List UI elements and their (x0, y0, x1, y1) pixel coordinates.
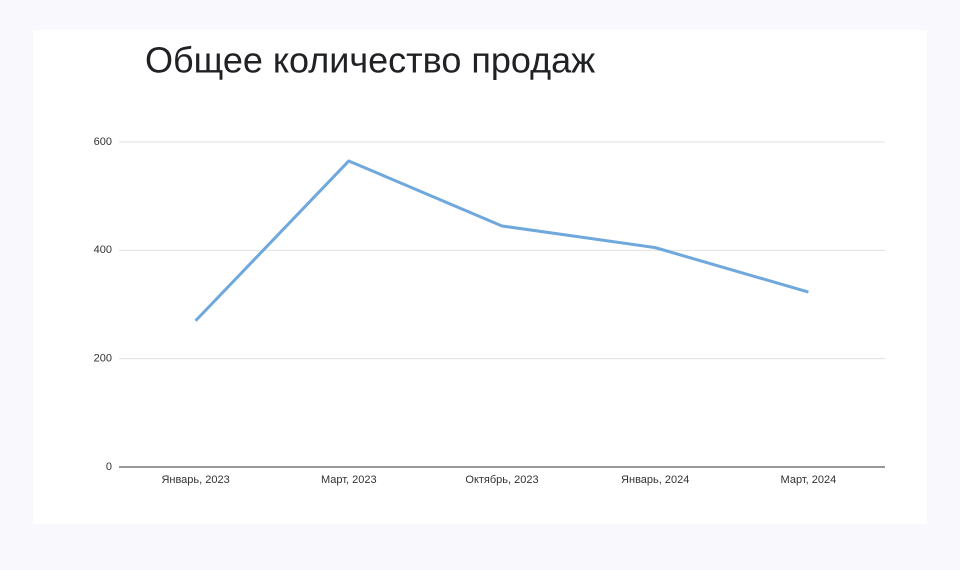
x-tick-label: Март, 2024 (781, 474, 837, 486)
line-series (194, 159, 809, 322)
y-tick-label: 600 (94, 136, 112, 148)
chart-title: Общее количество продаж (145, 40, 595, 81)
x-tick-label: Январь, 2023 (161, 474, 229, 486)
y-tick-label: 0 (106, 461, 112, 473)
x-tick-label: Октябрь, 2023 (465, 474, 538, 486)
x-tick-label: Март, 2023 (321, 474, 377, 486)
x-tick-label: Январь, 2024 (621, 474, 689, 486)
y-tick-label: 400 (94, 244, 112, 256)
chart-card (33, 30, 927, 524)
y-tick-label: 200 (94, 353, 112, 365)
